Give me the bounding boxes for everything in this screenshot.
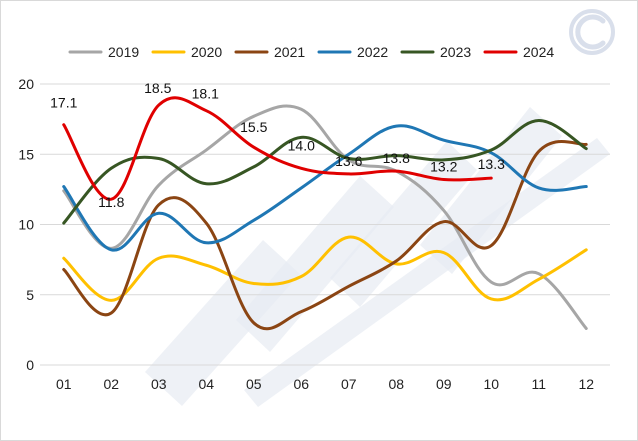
x-tick-label: 08 xyxy=(388,376,404,392)
series-line-2019 xyxy=(62,104,588,330)
y-tick-label: 15 xyxy=(18,146,34,162)
x-tick-label: 04 xyxy=(198,376,214,392)
y-tick-label: 10 xyxy=(18,217,34,233)
watermark-shape xyxy=(420,107,562,274)
data-label-2024: 11.8 xyxy=(98,194,124,210)
x-tick-label: 01 xyxy=(56,376,72,392)
y-tick-label: 0 xyxy=(26,357,34,373)
x-tick-label: 09 xyxy=(436,376,452,392)
data-label-2024: 14.0 xyxy=(288,137,315,153)
x-tick-label: 03 xyxy=(151,376,167,392)
series-lines xyxy=(62,96,588,331)
watermark-copyright-circle xyxy=(569,9,615,55)
data-label-2024: 13.3 xyxy=(478,156,505,172)
y-tick-label: 5 xyxy=(26,287,34,303)
legend-label-2022: 2022 xyxy=(357,44,388,60)
legend-label-2023: 2023 xyxy=(440,44,471,60)
y-tick-label: 20 xyxy=(18,76,34,92)
x-tick-label: 05 xyxy=(246,376,262,392)
y-axis-ticks: 0 5 10 15 20 xyxy=(18,76,34,373)
x-tick-label: 11 xyxy=(531,376,546,392)
data-label-2024: 17.1 xyxy=(50,95,77,111)
x-axis-ticks: 01 02 03 04 05 06 07 08 09 10 11 12 xyxy=(56,376,594,392)
series-line-2021 xyxy=(62,140,588,331)
x-tick-label: 10 xyxy=(483,376,499,392)
data-labels: 17.1 11.8 18.5 18.1 15.5 14.0 13.6 13.8 13.2 13.3 xyxy=(50,80,505,210)
data-label-2024: 13.8 xyxy=(383,150,410,166)
series-line-2020 xyxy=(62,235,588,302)
watermark-shape xyxy=(244,138,610,407)
legend-label-2021: 2021 xyxy=(274,44,305,60)
series-line-2024 xyxy=(62,96,493,201)
data-label-2024: 18.1 xyxy=(192,86,219,102)
x-tick-label: 02 xyxy=(103,376,119,392)
legend: 2019 2020 2021 2022 2023 2024 xyxy=(68,44,554,60)
data-label-2024: 18.5 xyxy=(144,80,171,96)
series-line-2023 xyxy=(62,119,588,225)
x-tick-label: 06 xyxy=(293,376,309,392)
data-label-2024: 13.6 xyxy=(335,153,362,169)
legend-label-2020: 2020 xyxy=(191,44,222,60)
legend-label-2019: 2019 xyxy=(108,44,139,60)
watermark-logo xyxy=(145,9,615,407)
x-tick-label: 07 xyxy=(341,376,357,392)
data-label-2024: 13.2 xyxy=(430,159,457,175)
legend-label-2024: 2024 xyxy=(523,44,554,60)
watermark-copyright-mark xyxy=(575,14,606,50)
data-label-2024: 15.5 xyxy=(240,119,267,135)
x-tick-label: 12 xyxy=(578,376,594,392)
series-line-2022 xyxy=(62,124,588,252)
